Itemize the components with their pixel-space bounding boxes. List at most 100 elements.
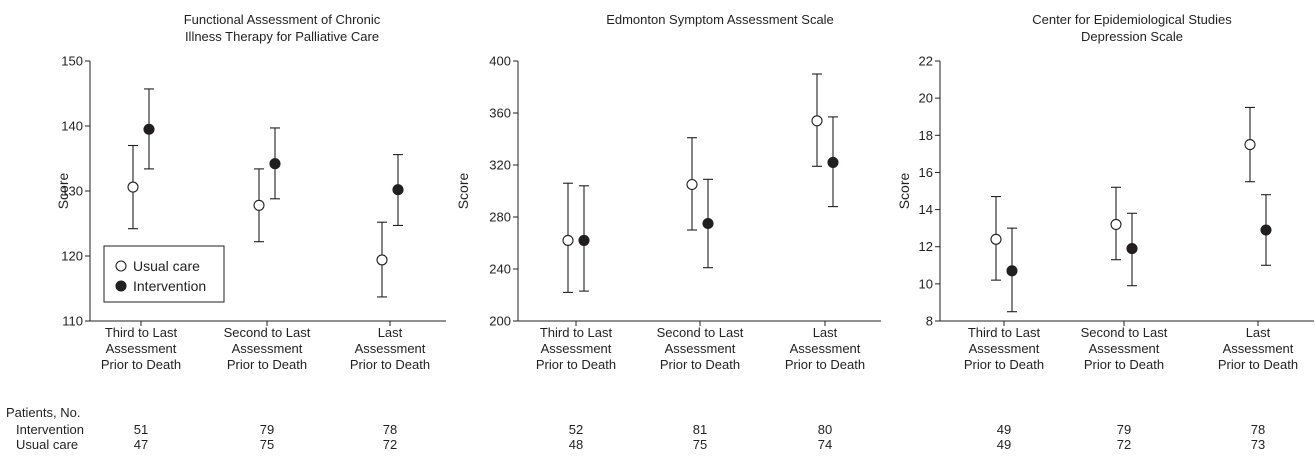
x-tick-label-line: Prior to Death	[660, 357, 740, 372]
table-cell: 81	[693, 422, 707, 437]
data-point	[686, 178, 698, 191]
y-tick-label: 18	[919, 128, 933, 143]
table-cell: 74	[818, 437, 832, 452]
data-point	[253, 199, 265, 211]
y-tick-label: 140	[61, 119, 83, 134]
x-tick-label-line: Prior to Death	[536, 357, 616, 372]
x-tick-label-line: Second to Last	[1081, 325, 1168, 340]
series-intervention	[1006, 194, 1272, 313]
table-cell: 78	[383, 422, 397, 437]
chart-panel-2: Edmonton Symptom Assessment Scale 200 240 2…	[455, 12, 881, 372]
table-cell: 49	[997, 422, 1011, 437]
table-cell: 51	[134, 422, 148, 437]
y-tick-label: 130	[61, 184, 83, 199]
x-tick-label-line: Prior to Death	[227, 357, 307, 372]
series-usual-care	[990, 106, 1256, 281]
data-point	[702, 217, 714, 230]
legend-marker	[115, 280, 127, 292]
y-tick-label: 360	[489, 106, 511, 121]
legend: Usual care Intervention	[103, 245, 225, 303]
data-point	[376, 254, 388, 266]
x-tick-label-line: Last	[813, 325, 838, 340]
y-tick-label: 200	[489, 314, 511, 329]
data-point	[143, 123, 155, 135]
x-tick-label-line: Assessment	[106, 341, 177, 356]
x-tick-label-line: Third to Last	[105, 325, 178, 340]
table-cell: 72	[383, 437, 397, 452]
y-tick-label: 20	[919, 91, 933, 106]
y-axis-label: Score	[55, 173, 71, 210]
table-cell: 73	[1251, 437, 1265, 452]
series-intervention	[578, 116, 839, 292]
table-cell: 75	[693, 437, 707, 452]
y-tick-label: 120	[61, 249, 83, 264]
table-cell: 79	[1117, 422, 1131, 437]
table-row-label: Usual care	[16, 437, 78, 452]
x-tick-label-line: Prior to Death	[1218, 357, 1298, 372]
table-cell: 72	[1117, 437, 1131, 452]
data-point	[1006, 265, 1018, 277]
x-tick-label-line: Third to Last	[540, 325, 613, 340]
table-cell: 52	[569, 422, 583, 437]
legend-entry: Usual care	[133, 258, 200, 274]
y-tick-label: 14	[919, 202, 933, 217]
x-tick-label-line: Assessment	[790, 341, 861, 356]
x-tick-label-line: Assessment	[665, 341, 736, 356]
table-cell: 80	[818, 422, 832, 437]
chart-title-line: Functional Assessment of Chronic	[184, 12, 381, 27]
x-tick-label-line: Assessment	[232, 341, 303, 356]
table-cell: 47	[134, 437, 148, 452]
data-point	[578, 234, 590, 246]
x-tick-label-line: Assessment	[1089, 341, 1160, 356]
chart-title-line: Center for Epidemiological Studies	[1032, 12, 1232, 27]
x-tick-label-line: Prior to Death	[964, 357, 1044, 372]
data-point	[1126, 243, 1138, 255]
chart-panel-3: Center for Epidemiological Studies Depres…	[896, 12, 1314, 372]
y-tick-label: 240	[489, 262, 511, 277]
data-point	[1244, 139, 1256, 151]
chart-panels: Functional Assessment of Chronic Illness …	[55, 12, 1314, 372]
x-tick-label-line: Second to Last	[657, 325, 744, 340]
x-tick-label-line: Assessment	[969, 341, 1040, 356]
data-point	[269, 158, 281, 170]
x-tick-label-line: Prior to Death	[350, 357, 430, 372]
data-point	[811, 115, 823, 127]
patients-table: Patients, No. Intervention 51 79 78 52 81 80 49 7…	[6, 405, 1265, 452]
y-tick-label: 150	[61, 54, 83, 69]
table-cell: 78	[1251, 422, 1265, 437]
table-cell: 79	[260, 422, 274, 437]
series-intervention	[143, 88, 404, 226]
chart-title-line: Depression Scale	[1081, 29, 1183, 44]
table-cell: 48	[569, 437, 583, 452]
table-heading: Patients, No.	[6, 405, 80, 420]
x-tick-label-line: Third to Last	[968, 325, 1041, 340]
y-tick-label: 320	[489, 158, 511, 173]
x-tick-label-line: Assessment	[1223, 341, 1294, 356]
y-tick-label: 10	[919, 276, 933, 291]
legend-box	[103, 245, 225, 303]
chart-title-line: Edmonton Symptom Assessment Scale	[606, 12, 834, 27]
table-cell: 75	[260, 437, 274, 452]
x-tick-label-line: Assessment	[355, 341, 426, 356]
chart-panel-1: Functional Assessment of Chronic Illness …	[55, 12, 446, 372]
x-tick-label-line: Prior to Death	[101, 357, 181, 372]
x-tick-label-line: Prior to Death	[785, 357, 865, 372]
y-axis-label: Score	[896, 173, 912, 210]
x-tick-label-line: Assessment	[541, 341, 612, 356]
table-cell: 49	[997, 437, 1011, 452]
x-tick-label-line: Last	[378, 325, 403, 340]
series-usual-care	[562, 73, 823, 293]
table-row: Intervention 51 79 78 52 81 80 49 79 78	[16, 422, 1265, 437]
legend-marker	[115, 260, 127, 272]
y-tick-label: 8	[926, 314, 933, 329]
x-tick-label-line: Second to Last	[224, 325, 311, 340]
y-tick-label: 12	[919, 239, 933, 254]
